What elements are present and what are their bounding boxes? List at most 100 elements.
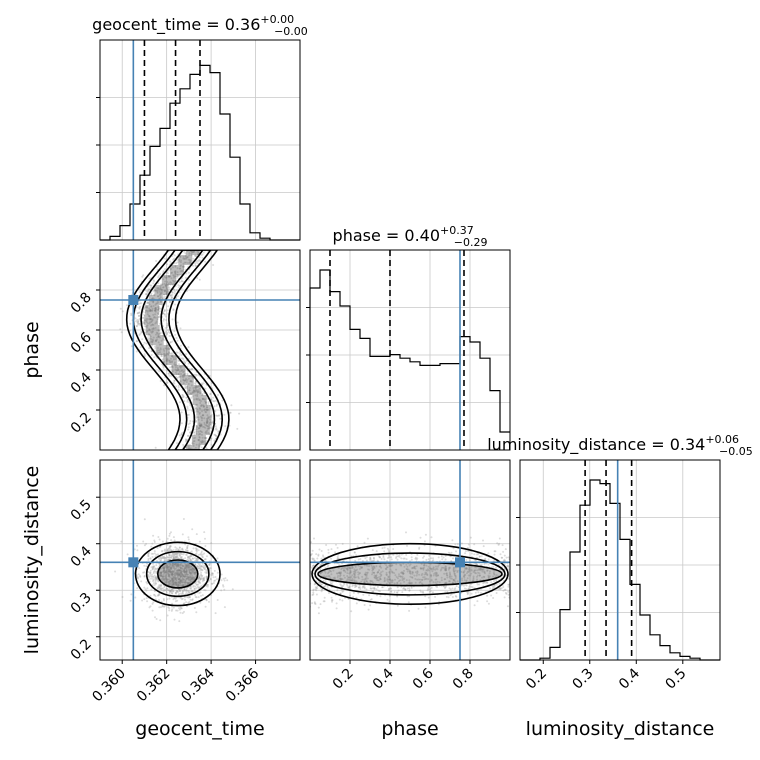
scatter-panel-phase-vs-luminosity-distance-sample-point: [402, 562, 405, 565]
scatter-panel-phase-vs-luminosity-distance-sample-point: [396, 586, 399, 589]
scatter-panel-geocent-time-vs-luminosity-distance: [99, 459, 301, 661]
scatter-panel-geocent-time-vs-luminosity-distance-sample-point: [199, 553, 202, 556]
scatter-panel-geocent-time-vs-luminosity-distance-sample-point: [190, 587, 193, 590]
scatter-panel-geocent-time-vs-phase-sample-point: [185, 396, 188, 399]
scatter-panel-geocent-time-vs-phase-sample-point: [195, 397, 198, 400]
scatter-panel-geocent-time-vs-phase-sample-point: [159, 293, 162, 296]
scatter-panel-geocent-time-vs-phase-sample-point: [207, 416, 210, 419]
scatter-panel-phase-vs-luminosity-distance-sample-point: [476, 583, 479, 586]
scatter-panel-geocent-time-vs-phase-sample-point: [171, 365, 174, 368]
scatter-panel-phase-vs-luminosity-distance-sample-point: [507, 565, 510, 567]
scatter-panel-geocent-time-vs-luminosity-distance-sample-point: [151, 602, 154, 605]
scatter-panel-phase-vs-luminosity-distance-sample-point: [390, 590, 392, 593]
scatter-panel-geocent-time-vs-luminosity-distance-sample-point: [168, 570, 171, 573]
scatter-panel-geocent-time-vs-phase-sample-point: [189, 420, 192, 422]
scatter-panel-geocent-time-vs-phase-sample-point: [151, 318, 154, 321]
scatter-panel-geocent-time-vs-luminosity-distance-sample-point: [194, 563, 197, 566]
scatter-panel-phase-vs-luminosity-distance-sample-point: [495, 574, 498, 577]
scatter-panel-geocent-time-vs-luminosity-distance-sample-point: [191, 576, 194, 578]
scatter-panel-geocent-time-vs-phase-sample-point: [203, 440, 206, 443]
scatter-panel-geocent-time-vs-phase-sample-point: [152, 279, 155, 282]
scatter-panel-geocent-time-vs-phase-sample-point: [158, 329, 161, 332]
scatter-panel-geocent-time-vs-luminosity-distance-sample-point: [194, 596, 197, 598]
scatter-panel-geocent-time-vs-luminosity-distance-sample-point: [181, 584, 184, 587]
scatter-panel-geocent-time-vs-phase-sample-point: [202, 441, 205, 444]
scatter-panel-geocent-time-vs-luminosity-distance-sample-point: [189, 576, 192, 578]
scatter-panel-geocent-time-vs-luminosity-distance-sample-point: [160, 574, 163, 577]
scatter-panel-phase-vs-luminosity-distance-sample-point: [497, 543, 500, 546]
scatter-panel-phase-vs-luminosity-distance-sample-point: [499, 568, 502, 571]
scatter-panel-geocent-time-vs-phase-sample-point: [209, 439, 212, 442]
scatter-panel-geocent-time-vs-phase-sample-point: [197, 447, 200, 450]
scatter-panel-geocent-time-vs-phase-sample-point: [164, 309, 166, 312]
scatter-panel-geocent-time-vs-phase-sample-point: [199, 425, 202, 428]
scatter-panel-geocent-time-vs-phase-sample-point: [175, 279, 178, 282]
scatter-panel-phase-vs-luminosity-distance-sample-point: [332, 576, 335, 579]
scatter-panel-geocent-time-vs-luminosity-distance-sample-point: [178, 588, 181, 591]
scatter-panel-phase-vs-luminosity-distance-sample-point: [414, 567, 417, 570]
scatter-panel-geocent-time-vs-luminosity-distance-sample-point: [172, 552, 174, 555]
scatter-panel-geocent-time-vs-phase-sample-point: [166, 281, 169, 283]
scatter-panel-phase-vs-luminosity-distance-sample-point: [444, 568, 446, 571]
scatter-panel-geocent-time-vs-luminosity-distance-sample-point: [171, 573, 174, 576]
scatter-panel-phase-vs-luminosity-distance-sample-point: [360, 566, 363, 569]
scatter-panel-geocent-time-vs-phase-sample-point: [136, 325, 138, 328]
scatter-panel-geocent-time-vs-phase-sample-point: [195, 385, 198, 388]
scatter-panel-phase-vs-luminosity-distance-sample-point: [311, 602, 314, 605]
scatter-panel-geocent-time-vs-phase-sample-point: [182, 378, 185, 381]
scatter-panel-geocent-time-vs-phase-sample-point: [147, 290, 150, 293]
scatter-panel-phase-vs-luminosity-distance-contour-1: [314, 552, 506, 596]
scatter-panel-phase-vs-luminosity-distance-sample-point: [422, 591, 425, 594]
scatter-panel-phase-vs-luminosity-distance-sample-point: [454, 595, 457, 597]
scatter-panel-phase-vs-luminosity-distance-sample-point: [468, 559, 471, 562]
scatter-panel-geocent-time-vs-phase-sample-point: [205, 408, 208, 411]
scatter-panel-geocent-time-vs-luminosity-distance-sample-point: [167, 573, 170, 576]
scatter-panel-geocent-time-vs-luminosity-distance-sample-point: [185, 553, 187, 556]
scatter-panel-geocent-time-vs-phase-sample-point: [119, 328, 122, 331]
scatter-panel-geocent-time-vs-phase-sample-point: [156, 302, 159, 305]
scatter-panel-geocent-time-vs-phase-sample-point: [145, 321, 148, 324]
scatter-panel-geocent-time-vs-phase-sample-point: [149, 318, 152, 321]
scatter-panel-geocent-time-vs-luminosity-distance-sample-point: [176, 572, 179, 575]
scatter-panel-geocent-time-vs-phase-sample-point: [148, 315, 151, 318]
scatter-panel-phase-vs-luminosity-distance-sample-point: [426, 573, 429, 576]
scatter-panel-phase-vs-luminosity-distance-sample-point: [469, 536, 472, 539]
scatter-panel-geocent-time-vs-phase-sample-point: [171, 266, 174, 269]
scatter-panel-phase-vs-luminosity-distance-sample-point: [493, 569, 496, 572]
scatter-panel-geocent-time-vs-phase-sample-point: [200, 424, 203, 427]
scatter-panel-geocent-time-vs-luminosity-distance-sample-point: [166, 537, 169, 540]
scatter-panel-geocent-time-vs-phase-sample-point: [164, 327, 167, 329]
scatter-panel-geocent-time-vs-phase-sample-point: [146, 302, 149, 305]
scatter-panel-phase-vs-luminosity-distance-sample-point: [500, 556, 503, 559]
scatter-panel-geocent-time-vs-phase-frame: [99, 249, 301, 451]
scatter-panel-geocent-time-vs-luminosity-distance-sample-point: [179, 575, 182, 578]
scatter-panel-geocent-time-vs-phase-sample-point: [188, 375, 191, 377]
scatter-panel-phase-vs-luminosity-distance-sample-point: [337, 557, 340, 560]
scatter-panel-geocent-time-vs-luminosity-distance-sample-point: [168, 547, 171, 550]
scatter-panel-geocent-time-vs-phase-contour-0: [140, 250, 216, 450]
scatter-panel-phase-vs-luminosity-distance-sample-point: [334, 551, 337, 554]
scatter-panel-phase-vs-luminosity-distance-sample-point: [361, 586, 364, 589]
scatter-panel-phase-vs-luminosity-distance-sample-point: [465, 559, 468, 561]
scatter-panel-geocent-time-vs-phase-sample-point: [192, 377, 195, 380]
scatter-panel-phase-vs-luminosity-distance-sample-point: [338, 577, 341, 580]
scatter-panel-geocent-time-vs-luminosity-distance-sample-point: [177, 564, 180, 567]
scatter-panel-geocent-time-vs-luminosity-distance-sample-point: [182, 583, 185, 586]
scatter-panel-geocent-time-vs-luminosity-distance-sample-point: [202, 566, 205, 569]
scatter-panel-phase-vs-luminosity-distance-sample-point: [505, 592, 508, 595]
scatter-panel-geocent-time-vs-luminosity-distance-sample-point: [151, 609, 154, 612]
scatter-panel-phase-vs-luminosity-distance-sample-point: [404, 588, 406, 590]
scatter-panel-geocent-time-vs-luminosity-distance-sample-point: [143, 598, 146, 601]
scatter-panel-phase-vs-luminosity-distance-sample-point: [504, 548, 507, 551]
scatter-panel-geocent-time-vs-phase-sample-point: [176, 276, 179, 279]
scatter-panel-geocent-time-vs-luminosity-distance-sample-point: [187, 565, 190, 568]
scatter-panel-phase-vs-luminosity-distance-sample-point: [339, 572, 342, 575]
scatter-panel-phase-vs-luminosity-distance-sample-point: [386, 598, 389, 601]
scatter-panel-geocent-time-vs-luminosity-distance-sample-point: [166, 614, 169, 617]
scatter-panel-geocent-time-vs-phase-sample-point: [205, 447, 208, 449]
scatter-panel-phase-vs-luminosity-distance-sample-point: [452, 579, 455, 582]
scatter-panel-phase-vs-luminosity-distance-sample-point: [432, 566, 435, 569]
scatter-panel-geocent-time-vs-luminosity-distance-sample-point: [161, 550, 164, 552]
scatter-panel-geocent-time-vs-phase-sample-point: [156, 290, 159, 293]
y-tick-label-luminosity-distance-0: 0.2: [68, 636, 95, 663]
